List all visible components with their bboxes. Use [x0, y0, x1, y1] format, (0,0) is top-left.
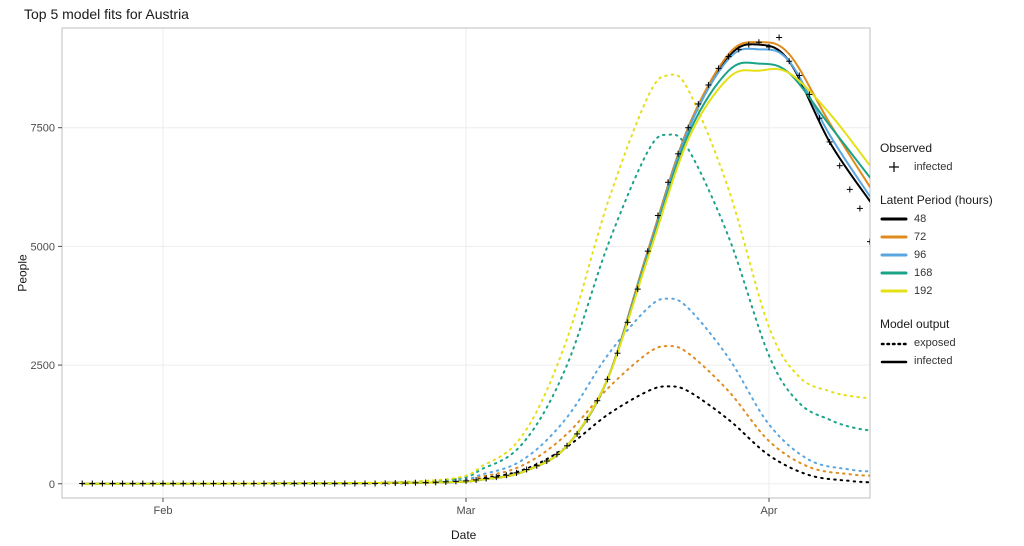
x-tick-label: Feb: [154, 505, 173, 517]
legend-item-label: 48: [914, 212, 926, 227]
legend-latent-list: 48 72 96 168 192: [880, 210, 993, 300]
x-tick-label: Mar: [457, 505, 476, 517]
legend-latent-item: 168: [880, 264, 993, 282]
legend-item-label: 192: [914, 284, 932, 299]
legend-latent-item: 96: [880, 246, 993, 264]
line-swatch-icon: [880, 248, 908, 262]
legend-item-label: 168: [914, 266, 932, 281]
legend-model-item: exposed: [880, 335, 993, 353]
legend-latent-item: 72: [880, 228, 993, 246]
plus-marker-icon: [880, 160, 908, 174]
legend-item-label: infected: [914, 354, 953, 369]
legend-item-label: infected: [914, 160, 953, 175]
legend-observed-item: infected: [880, 158, 993, 176]
chart-container: Top 5 model fits for Austria People Date…: [0, 0, 1024, 546]
legend-item-label: 96: [914, 248, 926, 263]
legend-model-list: exposed infected: [880, 335, 993, 371]
legend-model-title: Model output: [880, 316, 993, 332]
y-tick-label: 5000: [31, 241, 55, 253]
x-tick-label: Apr: [760, 505, 777, 517]
legend-item-label: exposed: [914, 336, 956, 351]
legend-item-label: 72: [914, 230, 926, 245]
y-tick-label: 0: [49, 479, 55, 491]
line-swatch-icon: [880, 230, 908, 244]
line-style-icon: [880, 337, 908, 351]
legend-observed-title: Observed: [880, 140, 993, 156]
line-swatch-icon: [880, 284, 908, 298]
legend-latent-item: 192: [880, 282, 993, 300]
line-swatch-icon: [880, 266, 908, 280]
plot-area: 0 2500 5000 7500 Feb Mar Apr: [0, 0, 1024, 546]
legend-model-item: infected: [880, 353, 993, 371]
line-style-icon: [880, 355, 908, 369]
line-swatch-icon: [880, 212, 908, 226]
y-tick-label: 2500: [31, 360, 55, 372]
legend-latent-item: 48: [880, 210, 993, 228]
legend: Observed infected Latent Period (hours) …: [880, 140, 993, 371]
y-tick-label: 7500: [31, 123, 55, 135]
legend-latent-title: Latent Period (hours): [880, 192, 993, 208]
